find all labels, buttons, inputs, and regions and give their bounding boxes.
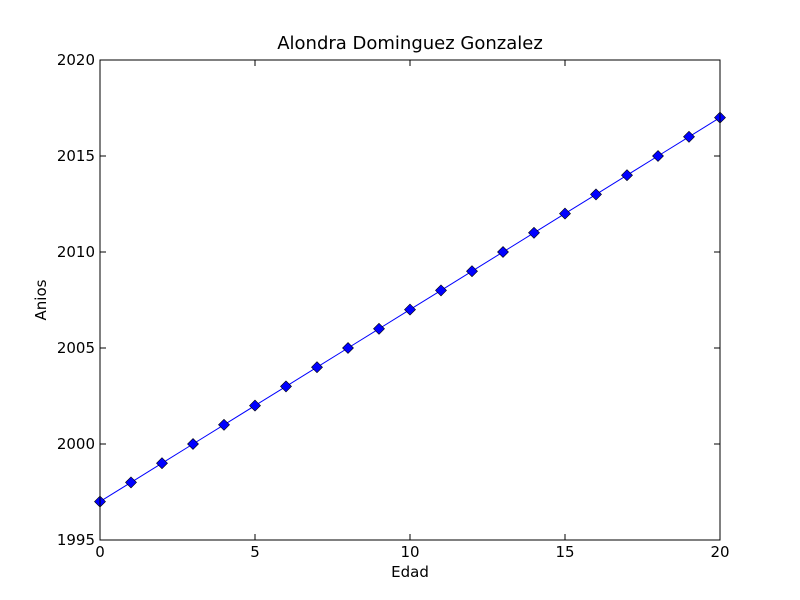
data-point-marker [435, 284, 447, 297]
x-tick-label: 10 [400, 543, 419, 561]
y-tick-label: 2005 [57, 339, 95, 357]
y-tick-label: 2000 [57, 435, 95, 453]
y-tick-label: 2020 [57, 51, 95, 69]
plot-area: 0 5 10 15 20 1995 2000 2005 2010 2015 2020 [57, 51, 730, 561]
y-tick-label: 2010 [57, 243, 95, 261]
data-point-marker [404, 303, 416, 316]
data-point-marker [280, 380, 292, 393]
x-tick-label: 0 [95, 543, 105, 561]
data-point-marker [652, 150, 664, 162]
data-point-marker [218, 418, 230, 431]
x-axis-label: Edad [391, 563, 429, 581]
data-point-marker [187, 438, 199, 450]
data-point-marker [125, 476, 137, 489]
data-point-marker [559, 207, 571, 220]
data-point-marker [683, 130, 695, 143]
data-point-marker [621, 169, 633, 182]
data-point-marker [373, 322, 385, 335]
y-tick-label: 2015 [57, 147, 95, 165]
x-tick-label: 20 [710, 543, 729, 561]
data-point-marker [342, 342, 354, 354]
y-tick-label: 1995 [57, 531, 95, 549]
data-point-marker [497, 246, 509, 258]
data-point-marker [590, 188, 602, 201]
y-axis-label: Anios [32, 279, 50, 320]
x-tick-label: 5 [250, 543, 260, 561]
data-point-marker [528, 226, 540, 239]
data-point-marker [156, 457, 168, 470]
data-point-marker [249, 399, 261, 412]
x-tick-label: 15 [555, 543, 574, 561]
plot-frame [99, 59, 721, 541]
chart-title: Alondra Dominguez Gonzalez [277, 33, 543, 54]
data-point-marker [466, 265, 478, 278]
data-point-marker [311, 361, 323, 374]
